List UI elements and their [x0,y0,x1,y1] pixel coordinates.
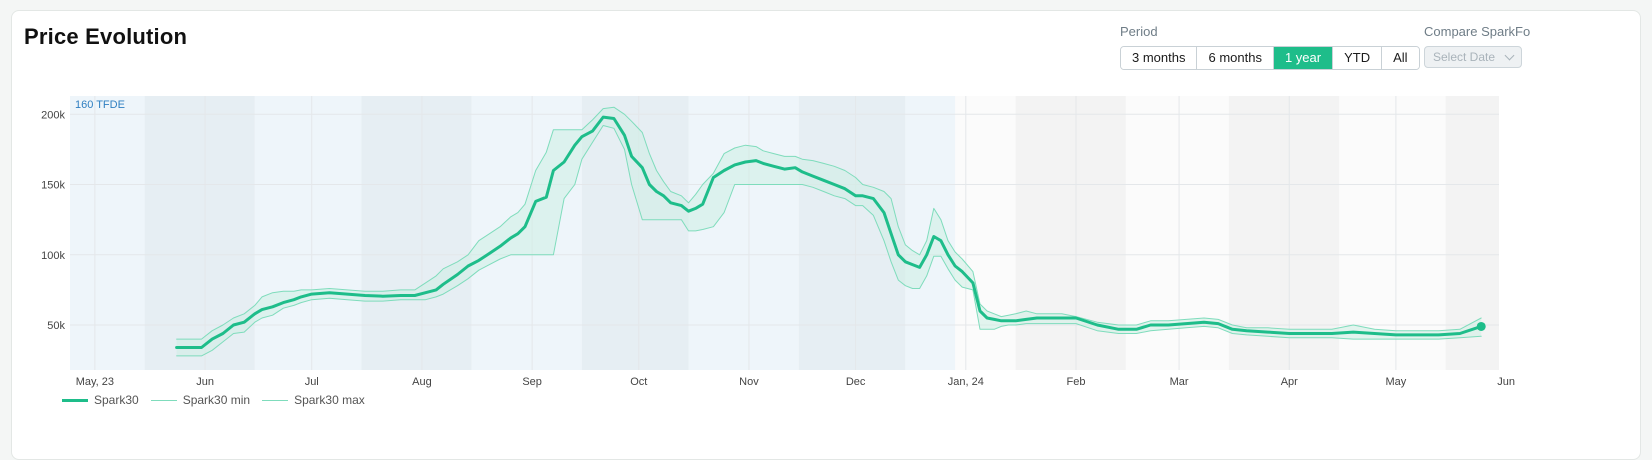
shaded-period-10 [1228,96,1340,370]
shaded-period-2 [254,96,362,370]
chart-title: Price Evolution [24,24,188,49]
x-tick-label-0: May, 23 [76,376,114,388]
legend-item-spark30-max[interactable]: Spark30 max [262,393,365,407]
x-tick-label-10: Mar [1170,376,1189,388]
shaded-period-6 [688,96,799,370]
y-tick-label-0: 50k [47,320,65,332]
legend-item-spark30-min[interactable]: Spark30 min [150,393,251,407]
compare-date-select[interactable]: Select Date [1424,46,1522,68]
x-tick-label-1: Jun [196,376,214,388]
legend-swatch-spark30-min [150,399,177,401]
select-date-placeholder: Select Date [1433,50,1496,64]
series-line-spark30 [175,115,1483,349]
x-tick-label-2: Jul [305,376,319,388]
y-tick-label-1: 100k [41,250,65,262]
x-tick-label-11: Apr [1281,376,1298,388]
x-tick-label-12: May [1386,376,1407,388]
shaded-period-0 [70,96,145,370]
period-1-year-button[interactable]: 1 year [1273,47,1334,69]
legend-label-spark30: Spark30 [94,393,139,407]
legend-label-spark30-min: Spark30 min [182,393,251,407]
x-tick-label-5: Oct [630,376,647,388]
x-tick-label-4: Sep [522,376,542,388]
series-line-spark30-min [176,125,1482,357]
x-tick-label-8: Jan, 24 [948,376,984,388]
x-tick-label-6: Nov [739,376,759,388]
last-value-marker [1476,321,1486,331]
legend-swatch-spark30-max [262,399,289,401]
series-line-spark30-max [176,106,1482,340]
period-3-months-button[interactable]: 3 months [1121,47,1198,69]
period-6-months-button[interactable]: 6 months [1197,47,1274,69]
chart-annotation: 160 TFDE [75,99,125,111]
y-tick-label-3: 200k [41,109,65,121]
x-tick-label-13: Jun [1497,376,1515,388]
legend-swatch-spark30 [62,398,88,402]
period-ytd-button[interactable]: YTD [1333,47,1383,69]
compare-label: Compare SparkFo [1424,24,1530,39]
shaded-period-3 [361,96,472,370]
period-label: Period [1120,24,1158,39]
x-tick-label-3: Aug [412,376,432,388]
x-tick-label-7: Dec [846,376,866,388]
chart-legend: Spark30 Spark30 min Spark30 max [62,393,365,407]
x-tick-label-9: Feb [1067,376,1086,388]
legend-item-spark30[interactable]: Spark30 [62,393,139,407]
period-all-button[interactable]: All [1382,47,1419,69]
y-tick-label-2: 150k [41,180,65,192]
period-selector: 3 months 6 months 1 year YTD All [1120,46,1420,70]
legend-label-spark30-max: Spark30 max [294,393,365,407]
